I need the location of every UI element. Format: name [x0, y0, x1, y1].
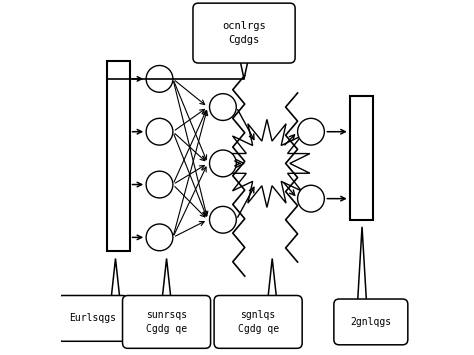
Circle shape: [146, 171, 173, 198]
Circle shape: [146, 65, 173, 92]
Polygon shape: [111, 258, 120, 301]
Circle shape: [210, 94, 237, 120]
Circle shape: [210, 206, 237, 233]
FancyBboxPatch shape: [193, 3, 295, 63]
Polygon shape: [224, 119, 310, 207]
Polygon shape: [268, 258, 277, 301]
FancyBboxPatch shape: [214, 295, 302, 348]
Circle shape: [298, 185, 324, 212]
Polygon shape: [357, 227, 366, 304]
Text: sgnlqs
Cgdg qe: sgnlqs Cgdg qe: [237, 310, 279, 333]
Text: Eurlsqgs: Eurlsqgs: [69, 313, 116, 323]
FancyBboxPatch shape: [122, 295, 210, 348]
Text: 2gnlqgs: 2gnlqgs: [350, 317, 392, 327]
FancyBboxPatch shape: [57, 295, 128, 341]
Bar: [350, 97, 373, 220]
Polygon shape: [162, 258, 171, 301]
Text: ocnlrgs
Cgdgs: ocnlrgs Cgdgs: [222, 22, 266, 45]
Circle shape: [146, 224, 173, 251]
Circle shape: [146, 118, 173, 145]
Bar: [107, 61, 129, 251]
Text: sunrsqs
Cgdg qe: sunrsqs Cgdg qe: [146, 310, 187, 333]
Circle shape: [210, 150, 237, 177]
FancyBboxPatch shape: [334, 299, 408, 345]
Circle shape: [298, 118, 324, 145]
Polygon shape: [239, 58, 249, 79]
